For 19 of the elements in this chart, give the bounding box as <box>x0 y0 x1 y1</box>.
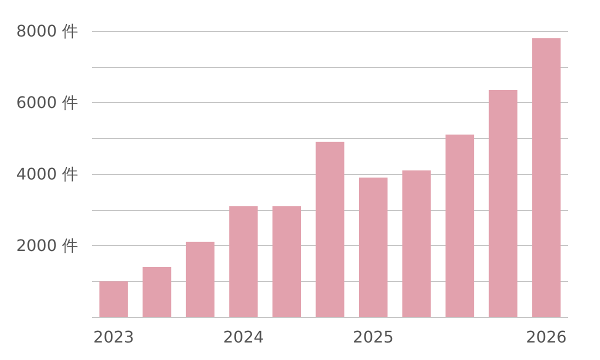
bar <box>488 90 518 317</box>
x-tick-label: 2024 <box>223 328 264 346</box>
y-tick-label: 6000 件 <box>16 93 78 112</box>
bar <box>142 266 172 317</box>
x-tick-label: 2026 <box>526 328 567 346</box>
bar <box>358 178 388 317</box>
y-tick-label: 4000 件 <box>16 164 78 184</box>
bar <box>272 206 302 317</box>
bar <box>229 206 258 317</box>
y-tick-label: 2000 件 <box>16 236 78 255</box>
bar <box>186 242 214 317</box>
x-tick-label: 2023 <box>93 328 134 346</box>
bar <box>99 281 128 317</box>
bar <box>532 38 561 317</box>
y-tick-label: 8000 件 <box>16 22 78 40</box>
bar <box>446 134 474 317</box>
x-tick-label: 2025 <box>352 328 394 346</box>
bar <box>316 142 344 317</box>
bar <box>402 170 431 317</box>
